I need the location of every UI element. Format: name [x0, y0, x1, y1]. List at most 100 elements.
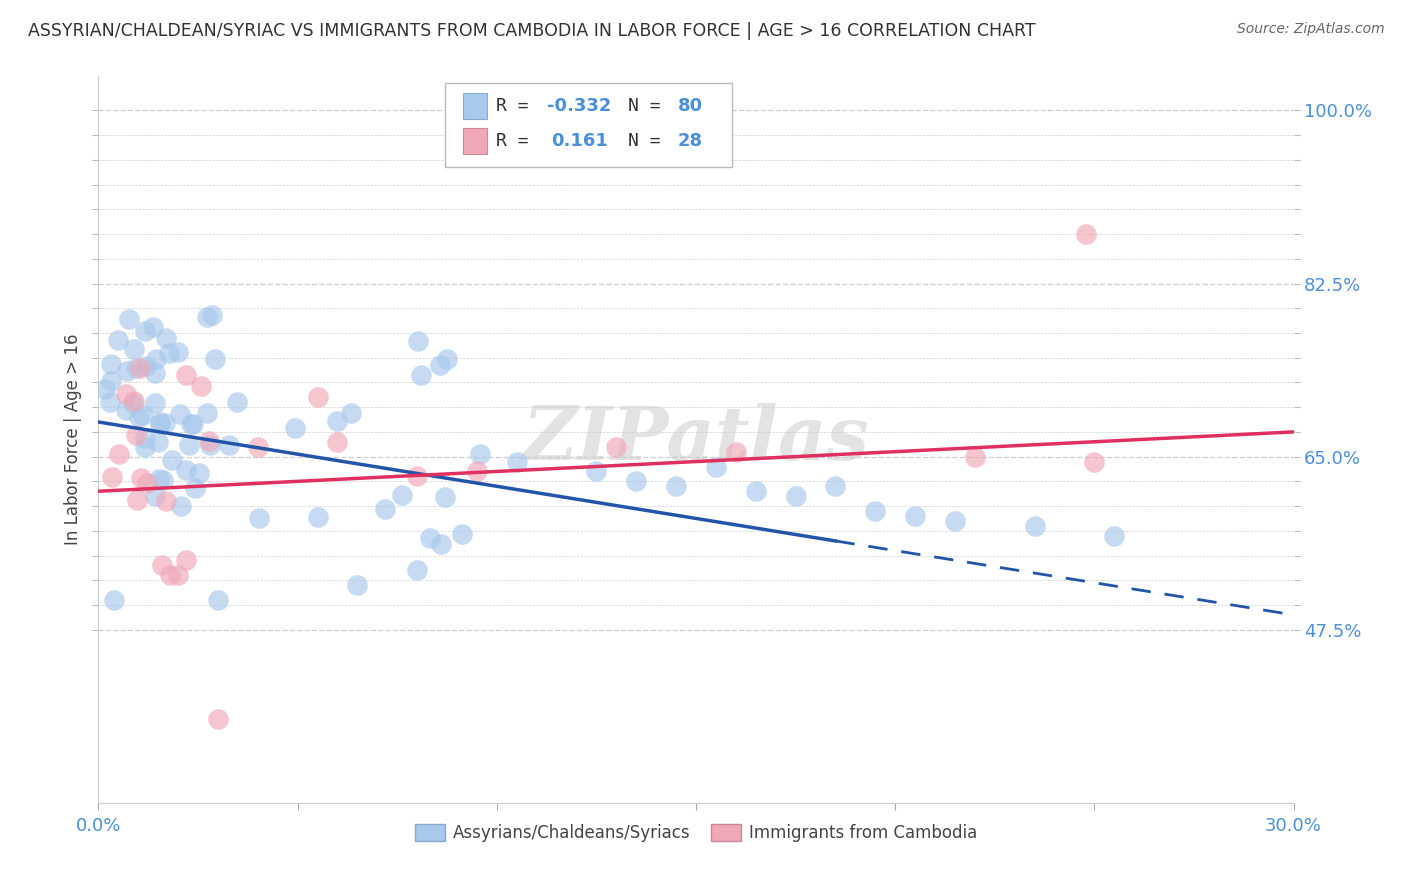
- Text: 80: 80: [678, 97, 703, 115]
- Y-axis label: In Labor Force | Age > 16: In Labor Force | Age > 16: [63, 334, 82, 545]
- Text: Source: ZipAtlas.com: Source: ZipAtlas.com: [1237, 22, 1385, 37]
- Text: -0.332: -0.332: [547, 97, 612, 115]
- Point: [409, 368, 432, 383]
- Point: [1076, 227, 1098, 241]
- Point: [149, 417, 172, 431]
- Point: [152, 473, 174, 487]
- Bar: [463, 94, 486, 120]
- Point: [145, 352, 167, 367]
- Point: [1083, 454, 1105, 468]
- Point: [128, 410, 150, 425]
- Point: [100, 357, 122, 371]
- Text: ZIPatlas: ZIPatlas: [523, 403, 869, 475]
- Point: [150, 558, 173, 573]
- Text: N =: N =: [628, 97, 661, 115]
- Point: [153, 416, 176, 430]
- Point: [129, 360, 152, 375]
- Point: [904, 508, 927, 523]
- Point: [468, 447, 491, 461]
- Text: ASSYRIAN/CHALDEAN/SYRIAC VS IMMIGRANTS FROM CAMBODIA IN LABOR FORCE | AGE > 16 C: ASSYRIAN/CHALDEAN/SYRIAC VS IMMIGRANTS F…: [28, 22, 1036, 40]
- Point: [585, 465, 607, 479]
- Point: [436, 352, 458, 367]
- Point: [626, 475, 648, 489]
- Point: [134, 440, 156, 454]
- Point: [704, 459, 727, 474]
- Point: [160, 452, 183, 467]
- Point: [433, 490, 456, 504]
- Point: [149, 415, 172, 429]
- Point: [180, 417, 202, 431]
- Point: [346, 578, 368, 592]
- Text: R =: R =: [496, 132, 551, 150]
- Point: [107, 333, 129, 347]
- Point: [406, 563, 429, 577]
- Point: [201, 308, 224, 322]
- Point: [157, 345, 180, 359]
- Point: [605, 440, 627, 454]
- Point: [135, 359, 157, 373]
- Point: [326, 413, 349, 427]
- Point: [115, 364, 138, 378]
- Point: [430, 537, 453, 551]
- Point: [143, 489, 166, 503]
- Point: [824, 479, 846, 493]
- Point: [284, 421, 307, 435]
- Point: [159, 568, 181, 582]
- Point: [218, 438, 240, 452]
- Point: [207, 712, 229, 726]
- Point: [146, 434, 169, 449]
- Point: [465, 465, 488, 479]
- Point: [204, 352, 226, 367]
- Text: 28: 28: [678, 132, 703, 150]
- Point: [198, 438, 221, 452]
- Point: [129, 471, 152, 485]
- Point: [118, 312, 141, 326]
- Point: [94, 382, 117, 396]
- Point: [142, 319, 165, 334]
- Point: [122, 393, 145, 408]
- Point: [246, 440, 269, 454]
- Point: [176, 368, 198, 383]
- Point: [134, 431, 156, 445]
- Point: [101, 470, 124, 484]
- Point: [207, 593, 229, 607]
- Point: [307, 509, 329, 524]
- Point: [226, 395, 249, 409]
- Point: [406, 334, 429, 348]
- Text: R =: R =: [496, 97, 540, 115]
- Point: [100, 374, 122, 388]
- Text: N =: N =: [628, 132, 661, 150]
- Point: [197, 434, 219, 448]
- Point: [155, 493, 177, 508]
- FancyBboxPatch shape: [446, 83, 733, 167]
- Point: [177, 438, 200, 452]
- Point: [170, 499, 193, 513]
- Point: [724, 444, 747, 458]
- Point: [124, 342, 146, 356]
- Point: [103, 593, 125, 607]
- Point: [155, 331, 177, 345]
- Point: [122, 395, 145, 409]
- Point: [374, 501, 396, 516]
- Point: [307, 390, 329, 404]
- Point: [419, 531, 441, 545]
- Point: [943, 514, 966, 528]
- Point: [167, 568, 190, 582]
- Point: [326, 434, 349, 449]
- Point: [167, 345, 190, 359]
- Point: [174, 463, 197, 477]
- Point: [429, 359, 451, 373]
- Point: [115, 403, 138, 417]
- Legend: Assyrians/Chaldeans/Syriacs, Immigrants from Cambodia: Assyrians/Chaldeans/Syriacs, Immigrants …: [408, 817, 984, 849]
- Point: [108, 447, 131, 461]
- Point: [132, 408, 155, 422]
- Point: [451, 526, 474, 541]
- Point: [169, 408, 191, 422]
- Text: 0.161: 0.161: [551, 132, 609, 150]
- Point: [135, 475, 157, 490]
- Point: [145, 366, 167, 380]
- Point: [785, 489, 807, 503]
- Point: [247, 510, 270, 524]
- Point: [143, 395, 166, 409]
- Point: [865, 504, 887, 518]
